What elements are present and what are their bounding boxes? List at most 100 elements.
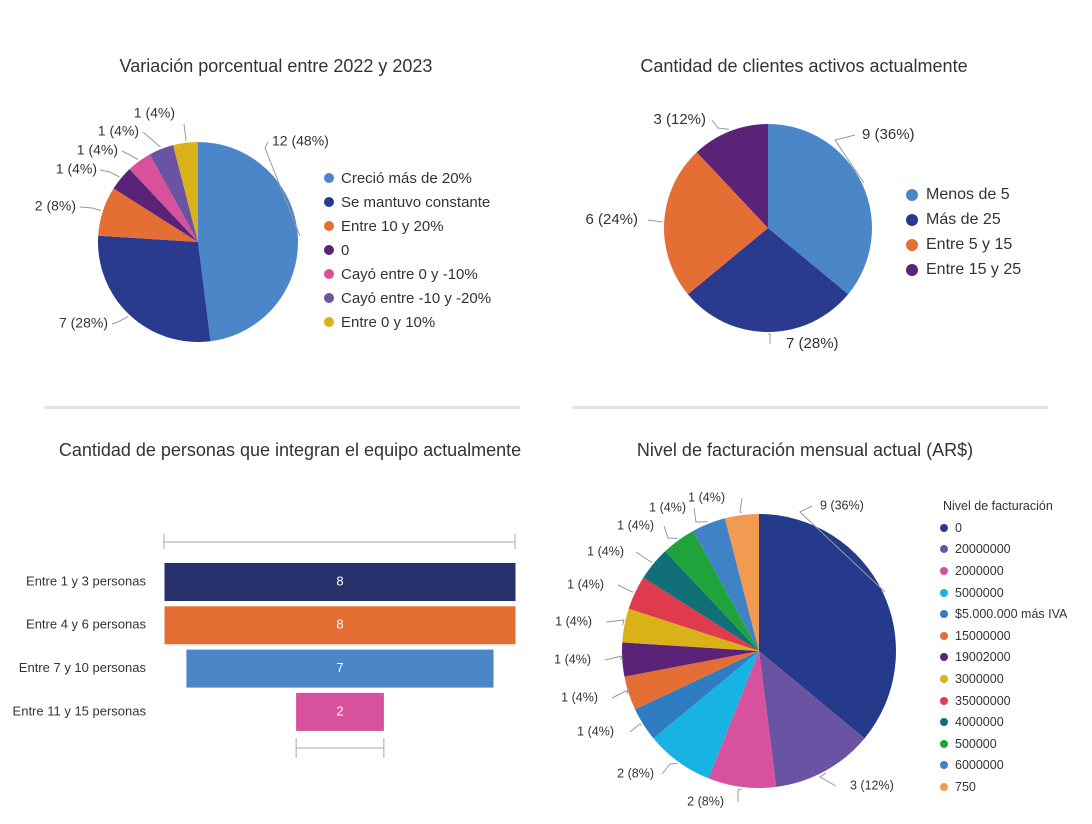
chart3-category-label-2: Entre 7 y 10 personas xyxy=(19,660,147,675)
chart1-leader-0 xyxy=(264,141,301,236)
chart2-legend-swatch-3 xyxy=(906,263,918,276)
chart3-category-label-0: Entre 1 y 3 personas xyxy=(26,573,146,588)
chart4-legend-label-9: 4000000 xyxy=(955,715,1004,730)
chart4-leader-3 xyxy=(661,763,678,775)
chart1-legend: Creció más de 20% Se mantuvo constante Ent… xyxy=(324,166,491,334)
chart3-category-label-3: Entre 11 y 15 personas xyxy=(13,703,147,718)
chart4-leader-2 xyxy=(737,788,742,802)
chart3-value-label-1: 8 xyxy=(336,617,343,632)
chart4-legend-label-2: 2000000 xyxy=(955,563,1004,578)
chart4-legend-label-7: 3000000 xyxy=(955,671,1004,686)
chart1-slice-3 xyxy=(113,169,198,242)
chart4-legend-label-12: 750 xyxy=(955,779,976,794)
chart2-legend: Menos de 5 Más de 25 Entre 5 y 15 Entre 15 … xyxy=(906,182,1021,282)
chart3-value-label-3: 2 xyxy=(336,703,343,718)
chart2-data-label-1: 7 (28%) xyxy=(786,335,839,352)
chart2-slice-3 xyxy=(696,124,768,228)
chart1-legend-item-3: 0 xyxy=(324,238,491,262)
chart1-legend-swatch-1 xyxy=(324,197,334,207)
chart4-legend-item-4: $5.000.000 más IVA xyxy=(940,603,1067,625)
chart4-data-label-6: 1 (4%) xyxy=(554,652,591,666)
chart4-legend-swatch-5 xyxy=(940,631,948,640)
chart1-legend-label-3: 0 xyxy=(341,241,350,259)
chart3-title: Cantidad de personas que integran el equ… xyxy=(58,440,522,460)
chart4-legend-swatch-6 xyxy=(940,653,948,662)
chart4-data-label-0: 9 (36%) xyxy=(820,498,864,512)
chart4-leader-10 xyxy=(663,525,678,539)
chart2-leader-0 xyxy=(834,134,865,184)
chart1-legend-item-2: Entre 10 y 20% xyxy=(324,214,491,238)
chart2-leader-1 xyxy=(768,333,771,344)
chart4-legend-item-5: 15000000 xyxy=(940,625,1067,647)
chart4-leader-11 xyxy=(693,507,708,523)
chart4-legend-swatch-2 xyxy=(940,566,948,575)
chart1-leader-2 xyxy=(79,206,102,211)
chart4-leader-4 xyxy=(629,723,642,733)
chart4-slice-12 xyxy=(724,514,759,651)
chart4-slice-10 xyxy=(665,530,759,651)
chart1-leader-3 xyxy=(99,169,120,178)
chart4-title: Nivel de facturación mensual actual (AR$… xyxy=(636,440,974,460)
chart1-data-label-4: 1 (4%) xyxy=(77,142,118,158)
chart4-legend-swatch-11 xyxy=(940,761,948,770)
chart3-bar-1 xyxy=(164,606,516,645)
chart4-data-label-12: 1 (4%) xyxy=(688,490,725,504)
chart4-legend-item-9: 4000000 xyxy=(940,711,1067,733)
chart4-legend-item-6: 19002000 xyxy=(940,647,1067,669)
chart4-legend-label-10: 500000 xyxy=(955,736,997,751)
chart4-leader-0 xyxy=(799,505,886,593)
chart1-legend-swatch-5 xyxy=(324,293,334,303)
chart4-slice-4 xyxy=(635,651,759,739)
chart4-slice-7 xyxy=(622,608,759,651)
chart1-slice-5 xyxy=(149,145,198,242)
chart3-value-label-2: 7 xyxy=(336,660,343,675)
chart2-legend-item-1: Más de 25 xyxy=(906,207,1021,232)
chart1-slice-6 xyxy=(173,142,198,242)
chart4-leader-7 xyxy=(605,619,625,626)
chart2-legend-label-3: Entre 15 y 25 xyxy=(926,260,1022,278)
chart4-legend-label-3: 5000000 xyxy=(955,585,1004,600)
chart4-data-label-3: 2 (8%) xyxy=(617,766,654,780)
chart4-slice-11 xyxy=(693,518,759,651)
chart1-legend-label-2: Entre 10 y 20% xyxy=(341,217,444,235)
chart1-legend-swatch-6 xyxy=(324,317,334,327)
chart1-legend-label-1: Se mantuvo constante xyxy=(341,193,491,211)
chart4-leader-9 xyxy=(635,551,653,563)
chart4-legend-label-5: 15000000 xyxy=(955,628,1011,643)
chart4-data-label-2: 2 (8%) xyxy=(687,794,724,808)
chart1-data-label-0: 12 (48%) xyxy=(272,133,329,149)
chart2-legend-label-0: Menos de 5 xyxy=(926,185,1010,203)
chart1-data-label-2: 2 (8%) xyxy=(35,198,76,214)
chart4-legend-item-12: 750 xyxy=(940,776,1067,798)
chart1-data-label-6: 1 (4%) xyxy=(134,105,175,121)
chart2-legend-swatch-2 xyxy=(906,238,918,251)
chart1-leader-5 xyxy=(142,131,161,148)
chart2-legend-item-0: Menos de 5 xyxy=(906,182,1021,207)
chart4-legend-title: Nivel de facturación xyxy=(943,499,1053,513)
chart2-legend-item-2: Entre 5 y 15 xyxy=(906,232,1021,257)
chart3-top-bracket xyxy=(163,534,516,549)
chart1-slice-1 xyxy=(98,235,211,342)
chart4-legend-item-2: 2000000 xyxy=(940,560,1067,582)
chart4-data-label-9: 1 (4%) xyxy=(587,544,624,558)
chart4-legend-item-0: 0 xyxy=(940,517,1067,539)
chart4-legend-item-8: 35000000 xyxy=(940,690,1067,712)
chart1-slice-0 xyxy=(198,142,298,342)
chart4-slice-9 xyxy=(643,551,759,651)
chart2-legend-label-2: Entre 5 y 15 xyxy=(926,235,1013,253)
chart1-legend-item-4: Cayó entre 0 y -10% xyxy=(324,262,491,286)
chart4-data-label-5: 1 (4%) xyxy=(561,690,598,704)
chart3-value-label-0: 8 xyxy=(336,573,343,588)
chart4-leader-6 xyxy=(604,655,623,661)
chart1-legend-item-1: Se mantuvo constante xyxy=(324,190,491,214)
divider-right xyxy=(572,406,1048,409)
chart1-legend-item-6: Entre 0 y 10% xyxy=(324,310,491,334)
chart4-leader-8 xyxy=(617,584,634,593)
chart4-legend-label-6: 19002000 xyxy=(955,650,1011,665)
chart4-legend-item-7: 3000000 xyxy=(940,668,1067,690)
chart4-legend-swatch-10 xyxy=(940,739,948,748)
chart4-leader-12 xyxy=(739,497,743,514)
chart2-legend-label-1: Más de 25 xyxy=(926,210,1001,228)
chart3-category-label-1: Entre 4 y 6 personas xyxy=(26,617,146,632)
